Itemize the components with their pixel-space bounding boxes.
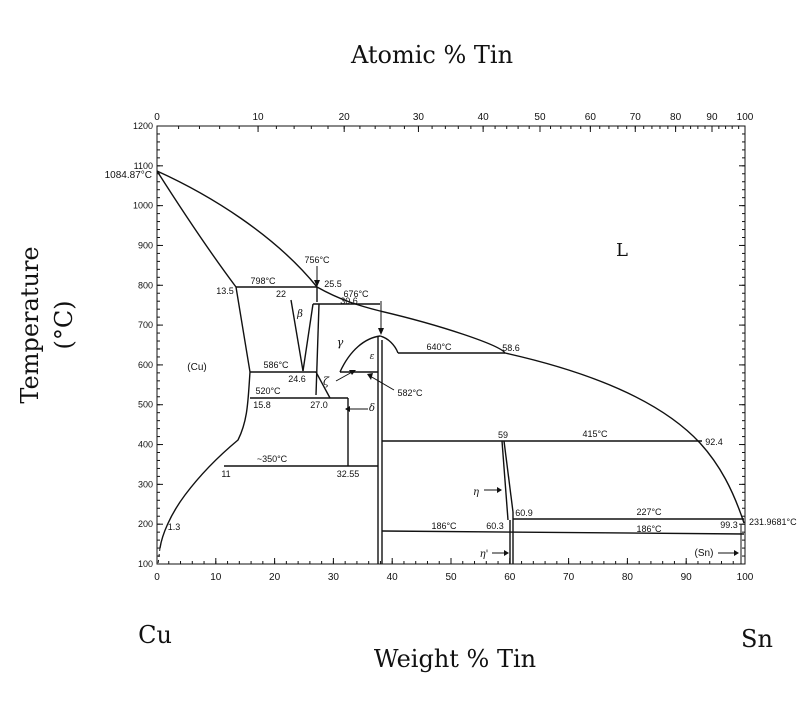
weight-tick-label: 0 bbox=[154, 572, 160, 583]
weight-tick-label: 50 bbox=[445, 572, 457, 583]
phase-boundaries bbox=[156, 170, 745, 565]
weight-tick-label: 70 bbox=[563, 572, 575, 583]
label-640: 640°C bbox=[426, 342, 452, 352]
label-11: 11 bbox=[221, 469, 230, 479]
label-30-6: 30.6 bbox=[340, 296, 358, 306]
label-676: 676°C bbox=[343, 289, 369, 299]
label-586: 586°C bbox=[263, 360, 289, 370]
zeta-boundary bbox=[315, 371, 331, 399]
label-60-9: 60.9 bbox=[515, 508, 533, 518]
atomic-tick-label: 30 bbox=[413, 112, 425, 123]
temp-tick-label: 900 bbox=[138, 240, 153, 250]
weight-tick-label: 90 bbox=[681, 572, 693, 583]
label-798: 798°C bbox=[250, 276, 276, 286]
weight-tick-label: 20 bbox=[269, 572, 281, 583]
temp-tick-label: 1200 bbox=[133, 121, 153, 131]
cu-phase-label: (Cu) bbox=[187, 362, 206, 373]
label-186-right: 186°C bbox=[636, 524, 662, 534]
label-227: 227°C bbox=[636, 507, 662, 517]
weight-tick-label: 80 bbox=[622, 572, 634, 583]
sn-phase-label: (Sn) bbox=[695, 548, 714, 559]
label-1-3: 1.3 bbox=[168, 522, 181, 532]
epsilon-dome bbox=[339, 335, 399, 373]
temperature-axis-ticks: 100 200 300 400 500 600 700 800 900 1000 1100 1200 bbox=[133, 121, 745, 569]
temp-tick-label: 500 bbox=[138, 400, 153, 410]
temp-tick-label: 400 bbox=[138, 440, 153, 450]
label-582: 582°C bbox=[397, 388, 423, 398]
label-27-0: 27.0 bbox=[310, 400, 328, 410]
eta-right bbox=[503, 440, 514, 513]
label-92-4: 92.4 bbox=[705, 437, 723, 447]
temp-tick-label: 800 bbox=[138, 280, 153, 290]
liquid-phase-label: L bbox=[616, 240, 628, 261]
beta-phase-label: β bbox=[296, 309, 303, 320]
atomic-tick-label: 80 bbox=[670, 112, 682, 123]
temp-tick-label: 300 bbox=[138, 479, 153, 489]
cu-element-label: Cu bbox=[138, 621, 172, 649]
temp-tick-label: 700 bbox=[138, 320, 153, 330]
weight-axis-ticks: 0 10 20 30 40 50 60 70 80 90 100 bbox=[154, 558, 754, 583]
epsilon-phase-label: ε bbox=[370, 352, 375, 362]
temp-tick-label: 100 bbox=[138, 559, 153, 569]
label-60-3: 60.3 bbox=[486, 521, 504, 531]
atomic-tick-label: 100 bbox=[737, 112, 754, 123]
weight-tick-label: 100 bbox=[737, 572, 754, 583]
weight-tick-label: 30 bbox=[328, 572, 340, 583]
temp-tick-label: 1000 bbox=[133, 201, 153, 211]
atomic-tick-label: 50 bbox=[534, 112, 546, 123]
label-13-5: 13.5 bbox=[216, 286, 234, 296]
label-22: 22 bbox=[276, 289, 286, 299]
sn-element-label: Sn bbox=[741, 625, 773, 653]
cu-solvus-dashed bbox=[157, 547, 161, 565]
eta-prime-phase-label: η' bbox=[480, 549, 489, 560]
label-186-left: 186°C bbox=[431, 521, 457, 531]
label-520: 520°C bbox=[255, 386, 281, 396]
atomic-tick-label: 90 bbox=[706, 112, 718, 123]
gamma-right bbox=[315, 303, 320, 396]
cu-solvus bbox=[159, 286, 251, 549]
label-231: 231.9681°C bbox=[749, 517, 797, 527]
zeta-phase-label: ζ bbox=[323, 375, 330, 388]
atomic-tick-label: 40 bbox=[478, 112, 490, 123]
liquidus-curve bbox=[156, 170, 745, 524]
weight-tick-label: 10 bbox=[210, 572, 222, 583]
atomic-tick-label: 20 bbox=[339, 112, 351, 123]
label-756: 756°C bbox=[304, 255, 330, 265]
eta-left bbox=[501, 440, 509, 521]
atomic-tick-label: 70 bbox=[630, 112, 642, 123]
label-25-5: 25.5 bbox=[324, 279, 342, 289]
bottom-axis-title: Weight % Tin bbox=[374, 645, 536, 673]
delta-phase-label: δ bbox=[369, 403, 375, 414]
beta-left bbox=[290, 299, 304, 372]
temp-tick-label: 1100 bbox=[134, 161, 153, 171]
arrows bbox=[314, 266, 739, 556]
temp-tick-label: 600 bbox=[138, 360, 153, 370]
label-24-6: 24.6 bbox=[288, 374, 306, 384]
label-350: ~350°C bbox=[257, 454, 288, 464]
left-axis-title-line2: (°C) bbox=[50, 300, 78, 349]
top-axis-title: Atomic % Tin bbox=[350, 41, 513, 69]
gamma-phase-label: γ bbox=[337, 336, 344, 349]
isotherm-186 bbox=[381, 530, 745, 535]
weight-tick-label: 60 bbox=[504, 572, 516, 583]
atomic-axis-ticks: 0 10 20 30 40 50 60 70 80 90 100 bbox=[154, 112, 754, 132]
temp-tick-label: 200 bbox=[138, 519, 153, 529]
label-58-6: 58.6 bbox=[502, 343, 520, 353]
cu-melting-point-label: 1084.87°C bbox=[105, 170, 152, 181]
weight-tick-label: 40 bbox=[387, 572, 399, 583]
label-15-8: 15.8 bbox=[253, 400, 271, 410]
label-415: 415°C bbox=[582, 429, 608, 439]
beta-right bbox=[302, 303, 314, 372]
label-99-3: 99.3 bbox=[720, 520, 738, 530]
label-59: 59 bbox=[498, 430, 508, 440]
left-axis-title-line1: Temperature bbox=[16, 246, 44, 403]
atomic-tick-label: 0 bbox=[154, 112, 160, 123]
atomic-tick-label: 10 bbox=[253, 112, 265, 123]
eta-phase-label: η bbox=[473, 487, 479, 498]
label-32-55: 32.55 bbox=[337, 469, 360, 479]
cu-solidus bbox=[156, 170, 237, 288]
atomic-tick-label: 60 bbox=[585, 112, 597, 123]
